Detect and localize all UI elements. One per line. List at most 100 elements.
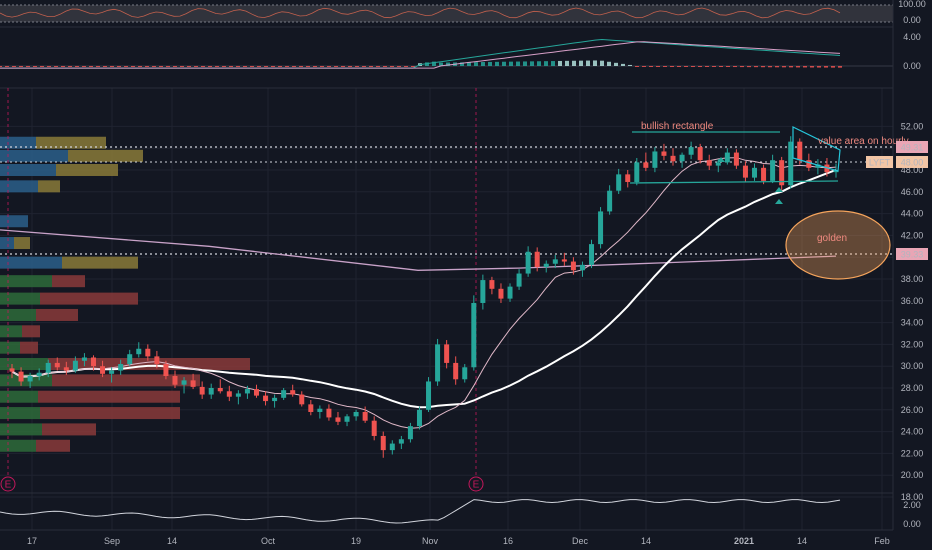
time-axis[interactable]: 17 Sep 14 Oct 19 Nov 16 Dec 14 2021 14 Feb: [27, 536, 890, 546]
macd-histogram-bar: [229, 66, 233, 67]
volume-profile: [0, 136, 250, 452]
macd-histogram-bar: [481, 62, 485, 66]
macd-histogram-bar: [691, 66, 695, 67]
macd-histogram-bar: [243, 66, 247, 67]
candle-body: [715, 162, 721, 166]
candle-body: [480, 280, 486, 303]
candle-body: [18, 371, 24, 382]
candle-body: [190, 380, 196, 387]
volume-profile-bar-up: [0, 163, 56, 176]
macd-histogram-bar: [516, 61, 520, 66]
macd-histogram-bar: [306, 66, 310, 67]
candle-body: [154, 356, 160, 365]
candle-body: [335, 417, 341, 422]
candle-body: [172, 376, 178, 385]
earnings-marker-1[interactable]: E: [0, 476, 16, 492]
candle-body: [833, 169, 839, 173]
macd-histogram-bar: [82, 66, 86, 67]
candle-body: [607, 190, 613, 212]
candle-body: [36, 372, 42, 377]
macd-tick-label: 4.00: [903, 32, 921, 42]
macd-histogram-bar: [26, 66, 30, 67]
macd-histogram-bar: [187, 66, 191, 67]
macd-histogram-bar: [33, 66, 37, 67]
macd-histogram-bar: [5, 66, 9, 67]
macd-histogram-bar: [544, 61, 548, 66]
macd-histogram-bar: [411, 66, 415, 67]
macd-histogram-bar: [705, 66, 709, 67]
macd-histogram-bar: [656, 66, 660, 67]
macd-histogram-bar: [236, 66, 240, 67]
macd-histogram-bar: [383, 66, 387, 67]
price-tick-label: 22.00: [901, 448, 924, 458]
time-tick-label: 17: [27, 536, 37, 546]
candlestick-series: [9, 136, 839, 458]
candle-body: [344, 416, 350, 422]
candle-body: [389, 443, 395, 451]
candle-body: [435, 344, 441, 382]
earnings-marker-label: E: [473, 480, 480, 491]
bullish-rectangle-bottom[interactable]: [629, 180, 839, 184]
candle-body: [688, 147, 694, 155]
candle-body: [498, 288, 504, 299]
macd-histogram-bar: [607, 61, 611, 66]
candle-body: [779, 160, 785, 186]
price-tick-label: 34.00: [901, 318, 924, 328]
macd-histogram-bar: [684, 66, 688, 67]
candle-body: [72, 360, 78, 371]
time-tick-label: 2021: [734, 536, 754, 546]
macd-histogram-bar: [348, 66, 352, 67]
price-tick-label: 46.00: [901, 187, 924, 197]
macd-histogram-bar: [180, 66, 184, 67]
price-tick-label: 48.00: [901, 165, 924, 175]
macd-histogram-bar: [838, 66, 842, 68]
candle-body: [525, 251, 531, 274]
macd-histogram-bar: [670, 66, 674, 67]
earnings-marker-circle: [0, 476, 16, 492]
golden-cross-ellipse[interactable]: [785, 210, 891, 280]
macd-histogram-bar: [649, 66, 653, 67]
macd-histogram-bar: [740, 66, 744, 68]
macd-histogram-bar: [40, 66, 44, 67]
macd-histogram-bar: [299, 66, 303, 67]
candle-body: [742, 165, 748, 178]
candle-body: [9, 368, 15, 372]
candle-body: [616, 174, 622, 191]
macd-histogram-bar: [558, 60, 562, 66]
volume-profile-bar-down: [52, 374, 200, 387]
macd-histogram-bar: [313, 66, 317, 67]
macd-histogram-bar: [271, 66, 275, 67]
macd-histogram-bar: [75, 66, 79, 67]
macd-histogram-bar: [425, 62, 429, 66]
time-tick-label: Feb: [874, 536, 890, 546]
macd-histogram-bar: [173, 66, 177, 67]
macd-histogram-bar: [54, 66, 58, 67]
macd-histogram-bar: [376, 66, 380, 67]
time-tick-label: 14: [167, 536, 177, 546]
candle-body: [625, 174, 631, 182]
macd-histogram-bar: [292, 66, 296, 67]
macd-histogram-bar: [621, 63, 625, 66]
volume-profile-bar-down: [62, 256, 138, 269]
macd-histogram-bar: [565, 60, 569, 66]
macd-histogram-bar: [754, 66, 758, 68]
macd-histogram-bar: [761, 66, 765, 68]
macd-histogram-bar: [551, 61, 555, 66]
pennant-triangle[interactable]: [792, 126, 841, 172]
earnings-marker-2[interactable]: E: [468, 476, 484, 492]
candle-body: [589, 244, 595, 265]
volume-profile-bar-down: [48, 358, 250, 371]
macd-signal-line: [0, 41, 841, 69]
candle-body: [118, 364, 124, 371]
candle-body: [453, 362, 459, 380]
macd-histogram-bar: [320, 66, 324, 67]
value-area-label: value area on hourly: [818, 136, 909, 147]
candle-body: [163, 364, 169, 377]
candle-body: [534, 251, 540, 268]
macd-histogram-bar: [201, 66, 205, 67]
macd-histogram-bar: [726, 66, 730, 68]
candle-body: [90, 357, 96, 367]
candle-body: [199, 386, 205, 395]
price-axis-labels: 49.31 LYFT 48.00 39.33: [866, 141, 928, 260]
